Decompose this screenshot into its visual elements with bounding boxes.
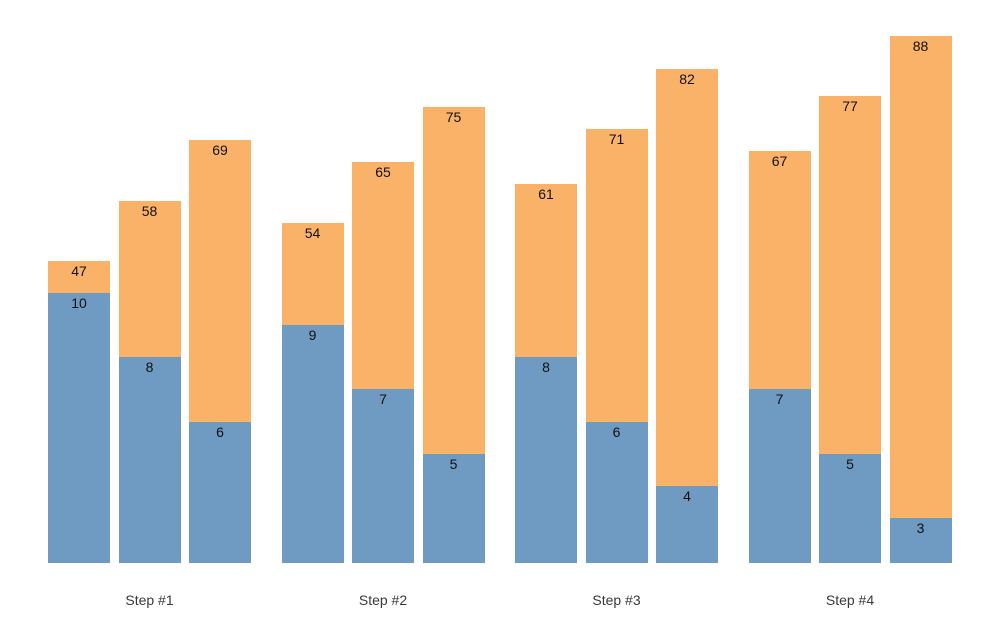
blue-segment-label: 10	[71, 295, 87, 312]
stacked-bar: 6 69	[189, 140, 251, 563]
bar-total-label: 75	[445, 109, 462, 125]
stacked-bar: 4 82	[656, 68, 718, 563]
stacked-bar: 8 61	[515, 184, 577, 563]
bar-total-label: 47	[71, 263, 87, 279]
blue-segment: 9	[281, 325, 344, 563]
blue-segment-label: 3	[916, 520, 925, 537]
blue-segment-label: 7	[775, 391, 784, 408]
bar-total-label: 58	[141, 202, 158, 219]
blue-segment-label: 8	[542, 359, 550, 376]
blue-segment: 8	[515, 357, 577, 563]
bar-total-label: 54	[304, 224, 321, 241]
bar-total-label: 77	[842, 98, 858, 114]
blue-segment: 6	[585, 421, 648, 563]
blue-segment-label: 7	[379, 391, 387, 408]
blue-segment-label: 6	[612, 423, 621, 440]
stacked-bar: 9 54	[281, 222, 344, 563]
bar-total-label: 71	[608, 131, 625, 147]
blue-segment: 7	[748, 389, 811, 563]
stacked-bar: 8 58	[118, 200, 181, 563]
blue-segment: 7	[352, 389, 414, 563]
x-axis-label: Step #2	[358, 592, 408, 608]
bar-total-label: 61	[538, 186, 554, 202]
blue-segment-label: 8	[145, 359, 154, 376]
stacked-bar: 6 71	[585, 129, 648, 563]
blue-segment: 10	[48, 293, 110, 563]
stacked-bar: 7 67	[748, 151, 811, 563]
x-axis-label: Step #1	[125, 592, 174, 608]
bar-total-label: 69	[212, 142, 228, 158]
bar-total-label: 88	[912, 37, 929, 54]
bar-total-label: 67	[771, 153, 788, 169]
bar-total-label: 82	[679, 70, 695, 87]
blue-segment: 5	[422, 453, 485, 563]
blue-segment-label: 4	[683, 487, 691, 504]
blue-segment-label: 6	[216, 423, 224, 440]
blue-segment-label: 9	[308, 327, 317, 344]
bar-total-label: 65	[375, 164, 391, 180]
orange-segment	[889, 35, 952, 563]
stacked-bar: 3 88	[889, 35, 952, 563]
stacked-bar: 5 77	[819, 96, 881, 563]
stacked-bar: 5 75	[422, 107, 485, 563]
orange-segment	[656, 68, 718, 563]
stacked-bar: 10 47	[48, 261, 110, 563]
blue-segment-label: 5	[449, 455, 458, 472]
stacked-bar: 7 65	[352, 162, 414, 563]
blue-segment: 6	[189, 421, 251, 563]
blue-segment-label: 5	[846, 455, 854, 472]
blue-segment: 4	[656, 485, 718, 563]
blue-segment: 3	[889, 518, 952, 563]
blue-segment: 5	[819, 453, 881, 563]
x-axis-label: Step #4	[825, 592, 875, 608]
x-axis-label: Step #3	[592, 592, 641, 608]
blue-segment: 8	[118, 357, 181, 563]
